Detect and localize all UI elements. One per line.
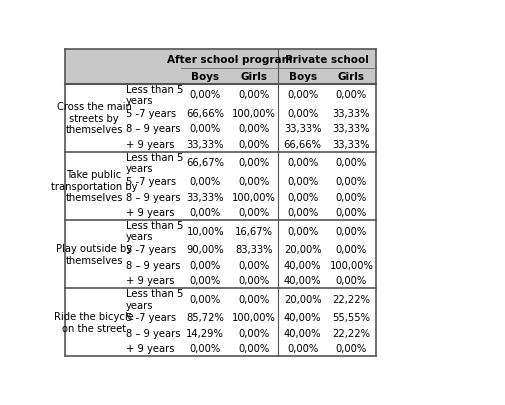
Text: Boys: Boys [191,72,219,82]
Text: 55,55%: 55,55% [332,312,371,322]
Text: 0,00%: 0,00% [287,90,318,100]
Text: Less than 5
years: Less than 5 years [126,152,183,174]
Text: 33,33%: 33,33% [333,124,370,134]
Text: 5 -7 years: 5 -7 years [126,312,176,322]
Text: 0,00%: 0,00% [287,208,318,217]
Text: 83,33%: 83,33% [235,245,273,254]
Text: 0,00%: 0,00% [336,343,367,354]
Text: 5 -7 years: 5 -7 years [126,177,176,186]
Text: 66,67%: 66,67% [186,158,224,168]
Text: 0,00%: 0,00% [238,276,270,286]
Text: 0,00%: 0,00% [238,208,270,217]
Text: 0,00%: 0,00% [238,90,270,100]
Text: 0,00%: 0,00% [238,260,270,270]
Bar [65,152,376,220]
Text: Less than 5
years: Less than 5 years [126,288,183,310]
Bar [65,220,376,288]
Text: 0,00%: 0,00% [190,294,221,304]
Text: 8 – 9 years: 8 – 9 years [126,328,181,338]
Text: Boys: Boys [289,72,317,82]
Text: Girls: Girls [240,72,268,82]
Text: 0,00%: 0,00% [190,260,221,270]
Text: 20,00%: 20,00% [284,294,322,304]
Text: 0,00%: 0,00% [287,177,318,186]
Text: 0,00%: 0,00% [336,226,367,236]
Text: 0,00%: 0,00% [238,294,270,304]
Text: 0,00%: 0,00% [287,109,318,118]
Text: 90,00%: 90,00% [186,245,224,254]
Text: 33,33%: 33,33% [333,109,370,118]
Text: 22,22%: 22,22% [332,328,371,338]
Text: 0,00%: 0,00% [336,158,367,168]
Text: 0,00%: 0,00% [287,158,318,168]
Text: 0,00%: 0,00% [238,177,270,186]
Text: Take public
transportation by
themselves: Take public transportation by themselves [51,170,137,203]
Text: Girls: Girls [338,72,365,82]
Text: 16,67%: 16,67% [235,226,273,236]
Text: Less than 5
years: Less than 5 years [126,84,183,106]
Text: 33,33%: 33,33% [284,124,322,134]
Text: 10,00%: 10,00% [186,226,224,236]
Text: Play outside by
themselves: Play outside by themselves [56,244,132,265]
Text: 33,33%: 33,33% [186,140,224,149]
Text: 0,00%: 0,00% [190,124,221,134]
Text: 100,00%: 100,00% [232,312,276,322]
Text: 100,00%: 100,00% [232,192,276,202]
Text: 0,00%: 0,00% [190,177,221,186]
Text: 0,00%: 0,00% [336,245,367,254]
Text: 0,00%: 0,00% [190,208,221,217]
Text: + 9 years: + 9 years [126,343,175,354]
Text: 0,00%: 0,00% [238,124,270,134]
Text: Cross the main
streets by
themselves: Cross the main streets by themselves [57,102,131,135]
Text: 33,33%: 33,33% [333,140,370,149]
Text: 0,00%: 0,00% [287,343,318,354]
Bar [65,69,376,85]
Text: 85,72%: 85,72% [186,312,224,322]
Text: 14,29%: 14,29% [186,328,224,338]
Text: Less than 5
years: Less than 5 years [126,220,183,242]
Text: 66,66%: 66,66% [284,140,322,149]
Text: 20,00%: 20,00% [284,245,322,254]
Text: 5 -7 years: 5 -7 years [126,245,176,254]
Text: 0,00%: 0,00% [287,226,318,236]
Text: 8 – 9 years: 8 – 9 years [126,260,181,270]
Text: 40,00%: 40,00% [284,328,322,338]
Text: 40,00%: 40,00% [284,276,322,286]
Text: 0,00%: 0,00% [336,276,367,286]
Text: 0,00%: 0,00% [190,276,221,286]
Text: Private school: Private school [285,55,369,64]
Text: 0,00%: 0,00% [336,208,367,217]
Text: After school program: After school program [167,55,292,64]
Text: 66,66%: 66,66% [186,109,224,118]
Text: 40,00%: 40,00% [284,312,322,322]
Text: 40,00%: 40,00% [284,260,322,270]
Text: + 9 years: + 9 years [126,276,175,286]
Text: 0,00%: 0,00% [238,140,270,149]
Text: 100,00%: 100,00% [232,109,276,118]
Text: 0,00%: 0,00% [336,177,367,186]
Text: 0,00%: 0,00% [238,158,270,168]
Text: 22,22%: 22,22% [332,294,371,304]
Text: 33,33%: 33,33% [186,192,224,202]
Text: 8 – 9 years: 8 – 9 years [126,124,181,134]
Bar [65,288,376,356]
Text: 0,00%: 0,00% [336,90,367,100]
Bar [65,50,376,69]
Text: 8 – 9 years: 8 – 9 years [126,192,181,202]
Text: 0,00%: 0,00% [336,192,367,202]
Text: 0,00%: 0,00% [238,343,270,354]
Text: 100,00%: 100,00% [330,260,373,270]
Text: 5 -7 years: 5 -7 years [126,109,176,118]
Text: Ride the bicycle
on the street: Ride the bicycle on the street [54,311,134,333]
Text: + 9 years: + 9 years [126,208,175,217]
Text: 0,00%: 0,00% [190,90,221,100]
Text: + 9 years: + 9 years [126,140,175,149]
Text: 0,00%: 0,00% [287,192,318,202]
Text: 0,00%: 0,00% [238,328,270,338]
Text: 0,00%: 0,00% [190,343,221,354]
Bar [65,85,376,152]
